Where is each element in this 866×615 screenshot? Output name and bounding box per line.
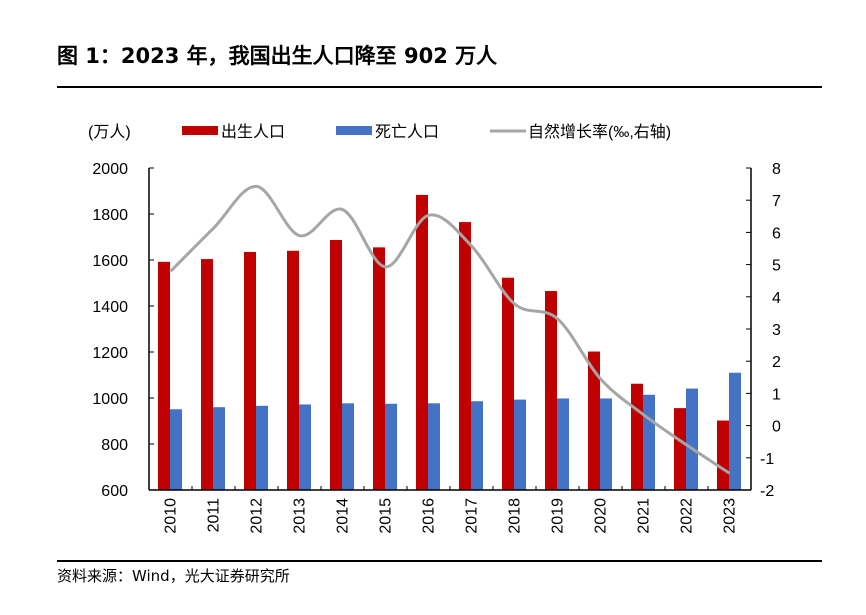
x-tick-label: 2022 (679, 498, 696, 534)
bar-deaths-2021 (643, 394, 655, 490)
bar-deaths-2020 (600, 398, 612, 490)
y-tick-label: 1000 (92, 391, 128, 408)
top-rule (57, 86, 822, 88)
x-tick-label: 2017 (464, 498, 481, 534)
bar-births-2011 (201, 259, 213, 490)
y2-tick-label: 2 (772, 354, 781, 371)
x-tick-label: 2013 (292, 498, 309, 534)
bar-deaths-2013 (299, 404, 311, 490)
x-tick-label: 2016 (421, 498, 438, 534)
y-tick-label: 600 (101, 483, 128, 500)
bar-births-2017 (459, 222, 471, 491)
bar-births-2020 (588, 351, 600, 490)
y2-tick-label: 7 (772, 193, 781, 210)
bar-births-2015 (373, 247, 385, 490)
legend-swatch-deaths (336, 126, 372, 135)
bar-births-2012 (244, 251, 256, 490)
x-tick-label: 2020 (593, 498, 610, 534)
x-tick-label: 2015 (378, 498, 395, 534)
left-axis-unit: (万人) (88, 123, 131, 141)
y-tick-label: 1200 (92, 345, 128, 362)
bar-deaths-2016 (428, 403, 440, 490)
x-tick-label: 2018 (507, 498, 524, 534)
legend-label-deaths: 死亡人口 (375, 123, 439, 141)
x-tick-label: 2014 (335, 498, 352, 534)
legend-swatch-births (182, 126, 218, 135)
x-tick-label: 2010 (163, 498, 180, 534)
bar-births-2014 (330, 239, 342, 490)
x-tick-label: 2023 (722, 498, 739, 534)
legend-label-growth: 自然增长率(‰,右轴) (528, 123, 671, 141)
bar-deaths-2011 (213, 407, 225, 490)
bar-births-2010 (158, 261, 170, 490)
bar-deaths-2010 (170, 409, 182, 490)
x-tick-label: 2012 (249, 498, 266, 534)
bar-deaths-2022 (686, 388, 698, 490)
x-tick-label: 2021 (636, 498, 653, 534)
y2-tick-label: -2 (760, 483, 774, 500)
legend: 出生人口 死亡人口 自然增长率(‰,右轴) (182, 123, 671, 141)
bar-deaths-2012 (256, 405, 268, 490)
line-growth-rate (169, 184, 731, 475)
y-tick-label: 1600 (92, 253, 128, 270)
y2-tick-label: 5 (772, 258, 781, 275)
bar-deaths-2018 (514, 399, 526, 490)
legend-label-births: 出生人口 (221, 123, 285, 141)
figure-title: 图 1：2023 年，我国出生人口降至 902 万人 (57, 44, 498, 68)
y2-tick-label: 3 (772, 322, 781, 339)
y-tick-label: 800 (101, 437, 128, 454)
bar-births-2016 (416, 194, 428, 490)
x-tick-label: 2011 (206, 498, 223, 533)
y-tick-label: 1800 (92, 207, 128, 224)
y2-tick-label: 6 (772, 225, 781, 242)
bar-deaths-2015 (385, 403, 397, 490)
y-tick-label: 2000 (92, 161, 128, 178)
bottom-rule (57, 560, 822, 562)
bar-deaths-2023 (729, 372, 741, 490)
y2-tick-label: 0 (772, 419, 781, 436)
y-tick-label: 1400 (92, 299, 128, 316)
source-note: 资料来源：Wind，光大证券研究所 (57, 567, 290, 585)
bar-deaths-2017 (471, 401, 483, 490)
bar-births-2022 (674, 408, 686, 490)
y2-tick-label: 8 (772, 161, 781, 178)
bar-births-2019 (545, 291, 557, 490)
y2-tick-label: 1 (772, 386, 781, 403)
bar-births-2021 (631, 383, 643, 490)
bar-deaths-2019 (557, 398, 569, 490)
bar-deaths-2014 (342, 403, 354, 490)
y2-tick-label: 4 (772, 290, 781, 307)
bar-births-2013 (287, 250, 299, 490)
x-tick-label: 2019 (550, 498, 567, 534)
y2-tick-label: -1 (760, 451, 774, 468)
bar-births-2018 (502, 277, 514, 490)
bar-births-2023 (717, 420, 729, 490)
